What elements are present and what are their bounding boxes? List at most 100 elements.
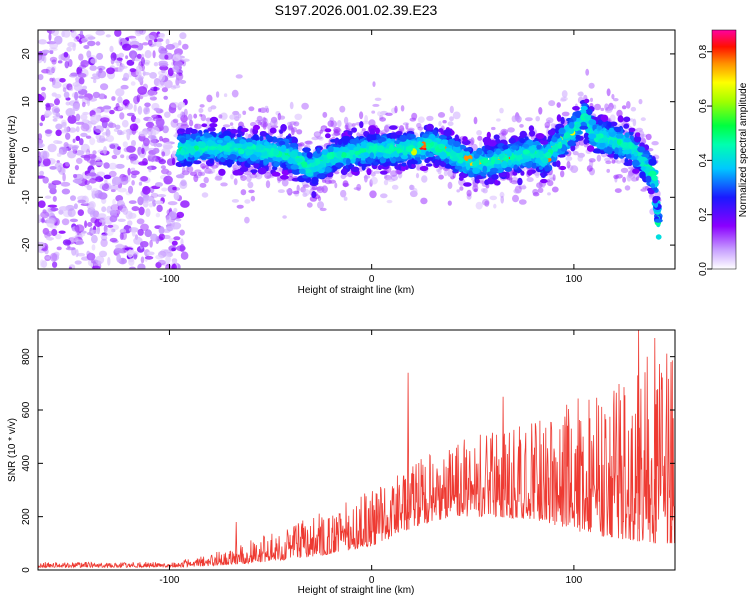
halo-blob xyxy=(456,189,461,193)
noise-blob xyxy=(101,206,107,213)
ridge-blob xyxy=(454,165,463,170)
ridge-blob xyxy=(421,133,430,139)
ridge-blob xyxy=(438,128,444,133)
noise-blob xyxy=(38,52,43,61)
noise-blob xyxy=(127,220,133,226)
ridge-blob xyxy=(180,148,186,156)
halo-blob xyxy=(235,74,243,79)
halo-blob xyxy=(331,133,338,137)
ridge-blob xyxy=(588,133,597,139)
noise-blob xyxy=(147,89,156,98)
ridge-blob xyxy=(511,145,518,150)
ridge-blob xyxy=(651,175,658,181)
ridge-blob xyxy=(324,128,332,133)
ridge-blob xyxy=(341,152,347,158)
ridge-blob xyxy=(527,169,533,176)
ridge-blob xyxy=(584,115,591,120)
halo-blob xyxy=(316,136,323,140)
ridge-blob xyxy=(280,124,287,132)
noise-blob xyxy=(171,263,177,269)
halo-blob xyxy=(193,113,198,119)
halo-blob xyxy=(351,123,356,127)
ridge-blob xyxy=(516,149,524,155)
noise-blob xyxy=(121,119,129,128)
ridge-blob xyxy=(197,141,207,149)
halo-blob xyxy=(437,112,446,118)
ridge-blob xyxy=(635,132,641,138)
halo-blob xyxy=(363,175,371,179)
ridge-blob xyxy=(402,150,408,156)
ridge-blob xyxy=(311,176,319,185)
ridge-blob xyxy=(520,170,525,176)
noise-blob xyxy=(163,95,168,100)
halo-blob xyxy=(459,186,464,191)
noise-blob xyxy=(39,259,45,268)
noise-blob xyxy=(88,97,98,102)
halo-blob xyxy=(476,130,482,136)
noise-blob xyxy=(80,203,91,206)
halo-blob xyxy=(229,122,234,126)
noise-blob xyxy=(145,34,155,42)
ridge-blob xyxy=(238,157,243,162)
ridge-blob xyxy=(316,173,326,179)
spectrogram-ylabel: Frequency (Hz) xyxy=(7,116,18,185)
ridge-blob xyxy=(265,134,271,140)
noise-blob xyxy=(128,200,137,205)
ridge-blob xyxy=(453,140,461,148)
noise-blob xyxy=(56,152,62,157)
halo-blob xyxy=(194,123,198,129)
noise-blob xyxy=(157,259,166,266)
halo-blob xyxy=(370,176,378,185)
halo-blob xyxy=(374,97,382,102)
snr-series-line xyxy=(38,353,675,569)
noise-blob xyxy=(105,34,111,38)
ridge-blob xyxy=(189,128,198,134)
noise-blob xyxy=(110,204,120,211)
ridge-blob xyxy=(540,172,545,177)
noise-blob xyxy=(80,59,89,68)
ridge-blob xyxy=(631,159,640,167)
noise-blob xyxy=(103,183,109,190)
noise-blob xyxy=(137,76,144,83)
noise-blob xyxy=(165,263,172,269)
noise-blob xyxy=(115,163,125,169)
ridge-blob xyxy=(259,135,264,142)
noise-blob xyxy=(117,187,127,193)
noise-blob xyxy=(77,209,85,217)
noise-blob xyxy=(76,252,86,257)
ridge-blob xyxy=(290,164,299,170)
noise-blob xyxy=(105,135,115,143)
noise-blob xyxy=(62,30,71,38)
halo-blob xyxy=(246,174,252,182)
halo-blob xyxy=(277,189,285,194)
ridge-blob xyxy=(369,152,374,159)
noise-blob xyxy=(119,232,124,240)
halo-blob xyxy=(616,160,622,164)
noise-blob xyxy=(160,165,166,170)
ridge-blob xyxy=(491,174,499,180)
halo-blob xyxy=(585,68,590,76)
noise-blob xyxy=(158,46,166,55)
noise-blob xyxy=(89,65,97,71)
noise-blob xyxy=(164,79,173,89)
halo-blob xyxy=(198,108,204,113)
noise-blob xyxy=(117,66,124,73)
ridge-blob xyxy=(298,168,306,174)
noise-blob xyxy=(179,80,187,84)
noise-blob xyxy=(156,38,164,42)
noise-blob xyxy=(127,249,134,258)
halo-blob xyxy=(187,113,193,121)
noise-blob xyxy=(131,230,136,237)
noise-blob xyxy=(144,62,150,66)
halo-blob xyxy=(296,184,300,193)
noise-blob xyxy=(179,32,187,40)
halo-blob xyxy=(391,184,399,190)
noise-blob xyxy=(147,39,153,46)
halo-blob xyxy=(259,107,267,113)
noise-blob xyxy=(51,228,58,237)
halo-blob xyxy=(499,191,505,198)
noise-blob xyxy=(65,161,70,167)
noise-blob xyxy=(120,84,129,90)
noise-blob xyxy=(69,108,73,117)
noise-blob xyxy=(180,179,187,187)
